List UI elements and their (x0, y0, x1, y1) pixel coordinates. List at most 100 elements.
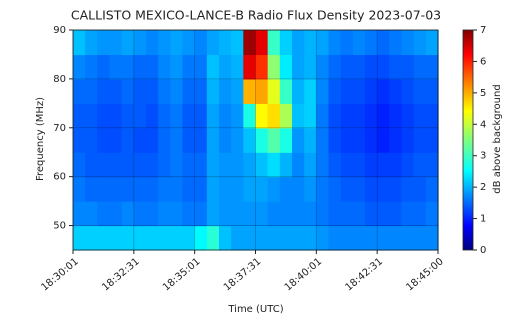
heatmap-cell (256, 103, 269, 128)
heatmap-cell (292, 54, 305, 79)
heatmap-cell (341, 79, 354, 104)
heatmap-cell (219, 177, 232, 202)
heatmap-cell (183, 226, 196, 251)
heatmap-cell (414, 177, 427, 202)
heatmap-cell (170, 201, 183, 226)
heatmap-cell (389, 226, 402, 251)
heatmap-cell (219, 152, 232, 177)
heatmap-cell (195, 54, 208, 79)
x-tick-label: 18:37:31 (222, 256, 263, 293)
heatmap-cell (243, 103, 256, 128)
heatmap-cell (195, 30, 208, 55)
heatmap-cell (256, 54, 269, 79)
heatmap-cell (170, 54, 183, 79)
heatmap-cell (85, 152, 98, 177)
heatmap-cell (377, 177, 390, 202)
heatmap-cell (402, 103, 415, 128)
heatmap-cell (85, 30, 98, 55)
heatmap-cell (231, 226, 244, 251)
heatmap-cell (316, 103, 329, 128)
heatmap-cell (231, 30, 244, 55)
colorbar-tick-label: 5 (480, 88, 486, 99)
heatmap-cell (402, 226, 415, 251)
heatmap-cell (183, 201, 196, 226)
heatmap-cell (243, 201, 256, 226)
heatmap-cell (341, 152, 354, 177)
heatmap-cell (158, 128, 171, 153)
heatmap-cell (207, 128, 220, 153)
heatmap-cell (280, 54, 293, 79)
heatmap-cell (414, 54, 427, 79)
heatmap-cell (231, 152, 244, 177)
heatmap-cell (122, 226, 135, 251)
heatmap-cell (110, 103, 123, 128)
heatmap-cell (207, 79, 220, 104)
heatmap-cell (231, 79, 244, 104)
heatmap-cell (183, 30, 196, 55)
heatmap-cell (97, 54, 110, 79)
heatmap-cell (268, 103, 281, 128)
colorbar (463, 30, 473, 250)
heatmap-cell (365, 177, 378, 202)
heatmap-cell (389, 128, 402, 153)
colorbar-tick-label: 0 (480, 245, 486, 256)
colorbar-tick-label: 6 (480, 56, 486, 67)
heatmap-cell (414, 128, 427, 153)
heatmap-cell (280, 103, 293, 128)
heatmap-cell (158, 79, 171, 104)
heatmap-cell (316, 128, 329, 153)
heatmap-cell (134, 128, 147, 153)
heatmap-cell (134, 79, 147, 104)
heatmap-cell (292, 201, 305, 226)
heatmap-cell (243, 79, 256, 104)
heatmap-cell (231, 201, 244, 226)
heatmap-cell (268, 79, 281, 104)
heatmap-cell (134, 30, 147, 55)
heatmap-cell (414, 201, 427, 226)
y-tick-label: 80 (53, 74, 66, 85)
heatmap-cell (73, 201, 86, 226)
heatmap-cell (134, 177, 147, 202)
heatmap-cell (268, 201, 281, 226)
x-tick-label: 18:42:31 (344, 256, 385, 293)
heatmap-cell (414, 103, 427, 128)
heatmap-cell (377, 103, 390, 128)
colorbar-tick-label: 7 (480, 25, 486, 36)
heatmap-cell (353, 201, 366, 226)
heatmap-cell (231, 177, 244, 202)
heatmap-cell (183, 79, 196, 104)
x-tick-label: 18:35:01 (161, 256, 202, 293)
heatmap-cell (268, 30, 281, 55)
heatmap-cell (365, 226, 378, 251)
heatmap-cell (353, 103, 366, 128)
heatmap-cell (426, 152, 439, 177)
heatmap-cell (85, 79, 98, 104)
heatmap-cell (170, 226, 183, 251)
heatmap-cell (110, 177, 123, 202)
heatmap-cell (146, 226, 159, 251)
heatmap-cell (316, 79, 329, 104)
heatmap-cell (353, 177, 366, 202)
heatmap-cell (122, 54, 135, 79)
heatmap-cell (146, 201, 159, 226)
heatmap-cell (426, 79, 439, 104)
heatmap-cell (110, 201, 123, 226)
heatmap-cell (183, 103, 196, 128)
heatmap-cell (122, 79, 135, 104)
heatmap-cell (85, 128, 98, 153)
heatmap-cell (97, 177, 110, 202)
heatmap-cell (134, 103, 147, 128)
heatmap-cell (146, 103, 159, 128)
heatmap-cell (122, 103, 135, 128)
heatmap-cell (195, 152, 208, 177)
heatmap-cell (341, 226, 354, 251)
heatmap-cell (158, 177, 171, 202)
y-tick-label: 60 (53, 172, 66, 183)
heatmap-cell (97, 103, 110, 128)
heatmap-cell (377, 79, 390, 104)
heatmap-cell (389, 79, 402, 104)
heatmap-cell (402, 152, 415, 177)
heatmap-cell (85, 226, 98, 251)
heatmap-cell (389, 30, 402, 55)
heatmap-cell (110, 226, 123, 251)
